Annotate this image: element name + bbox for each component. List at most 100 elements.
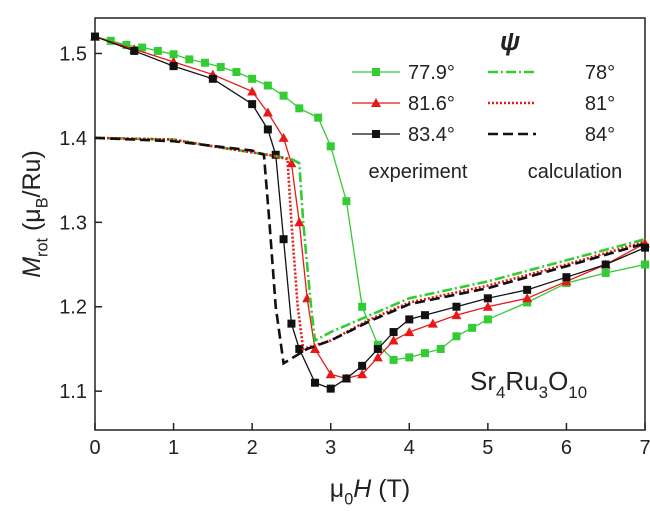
y-tick-label: 1.5 [59, 43, 87, 65]
marker [342, 374, 351, 383]
y-tick-label: 1.3 [59, 212, 87, 234]
y-axis-label-part: (μ [18, 208, 46, 238]
marker [427, 318, 438, 328]
marker [263, 81, 272, 90]
x-tick-label: 6 [561, 437, 572, 459]
marker [421, 311, 429, 320]
marker [169, 62, 178, 71]
marker [232, 68, 241, 77]
marker [248, 74, 257, 83]
marker [314, 113, 323, 122]
legend-label: 77.9° [408, 62, 455, 84]
marker [522, 293, 533, 303]
x-axis-label-part: μ [330, 475, 344, 503]
marker [325, 369, 336, 379]
marker [523, 298, 532, 307]
legend-title: ψ [500, 26, 520, 56]
marker [247, 86, 258, 96]
marker [468, 323, 477, 332]
marker [483, 315, 492, 324]
marker [436, 344, 445, 353]
marker [452, 332, 461, 341]
annotation-part: 3 [539, 383, 548, 402]
marker [294, 217, 305, 227]
legend-label: 78° [585, 62, 615, 84]
legend-label: 81° [585, 93, 615, 115]
series-line [94, 136, 646, 343]
marker [91, 32, 99, 41]
y-axis-label-part: /Ru) [18, 150, 46, 197]
x-axis-label-part: (T) [371, 475, 410, 503]
marker [122, 41, 131, 50]
marker [326, 384, 335, 393]
annotation-part: 4 [496, 383, 505, 402]
y-axis-label: Mrot (μB/Ru) [18, 150, 52, 278]
x-tick-label: 3 [325, 437, 336, 459]
x-axis-label-part: H [353, 475, 372, 503]
marker [358, 302, 367, 311]
x-tick-label: 0 [89, 437, 100, 459]
marker [358, 361, 367, 370]
marker [405, 315, 414, 324]
marker [373, 340, 382, 349]
marker [130, 46, 139, 55]
legend-label: 84° [585, 124, 615, 146]
series-line [94, 35, 646, 361]
marker [248, 100, 257, 109]
x-tick-label: 7 [639, 437, 650, 459]
annotation-part: Sr [470, 366, 496, 396]
annotation-part: 10 [568, 383, 587, 402]
marker [326, 142, 335, 151]
marker [389, 328, 398, 337]
annotation-part: O [548, 366, 568, 396]
marker [372, 352, 383, 362]
marker [216, 62, 225, 71]
marker [271, 150, 280, 159]
marker [601, 268, 610, 277]
annotation-part: Ru [505, 366, 538, 396]
marker [279, 91, 288, 100]
marker [262, 107, 273, 117]
marker [310, 343, 320, 353]
legend-group-label: experiment [369, 161, 468, 183]
marker [106, 36, 115, 45]
marker [287, 319, 296, 328]
marker [263, 125, 272, 134]
marker [295, 344, 304, 353]
marker [373, 344, 382, 353]
y-tick-label: 1.4 [59, 128, 87, 150]
legend-label: 83.4° [408, 124, 455, 146]
marker [372, 130, 380, 138]
marker [482, 301, 493, 311]
marker [601, 260, 610, 269]
legend-label: 81.6° [408, 93, 455, 115]
marker [389, 355, 398, 364]
x-tick-label: 5 [482, 437, 493, 459]
marker [641, 260, 649, 269]
y-axis-label-part: B [34, 197, 52, 208]
series-line [94, 35, 646, 390]
marker [357, 369, 368, 379]
legend-group-label: calculation [528, 161, 623, 183]
plot-frame [94, 17, 646, 431]
marker [641, 243, 649, 252]
annotation: Sr4Ru3O10 [470, 366, 587, 402]
marker [452, 302, 461, 311]
marker [562, 273, 571, 282]
marker [421, 349, 429, 358]
marker [295, 104, 304, 113]
marker [311, 378, 319, 387]
marker [523, 285, 532, 294]
marker [169, 50, 178, 59]
marker [208, 74, 217, 83]
marker [153, 46, 162, 55]
y-axis-label-part: rot [34, 238, 52, 257]
x-axis-label: μ0H (T) [330, 475, 410, 509]
marker [279, 235, 288, 244]
x-tick-label: 4 [404, 437, 415, 459]
x-axis-label-part: 0 [344, 491, 353, 509]
marker [483, 294, 492, 303]
marker [138, 43, 147, 52]
x-tick-label: 2 [247, 437, 258, 459]
